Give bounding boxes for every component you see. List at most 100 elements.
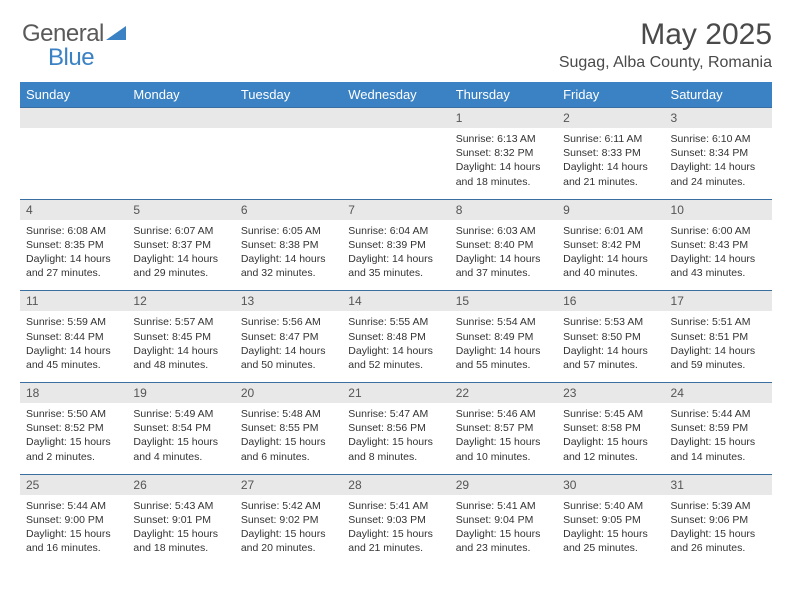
day-number-cell: 22 [450, 383, 557, 404]
daylight-text: Daylight: 14 hours and 45 minutes. [26, 344, 121, 372]
daylight-text: Daylight: 15 hours and 26 minutes. [671, 527, 766, 555]
sunset-text: Sunset: 8:34 PM [671, 146, 766, 160]
sunset-text: Sunset: 8:45 PM [133, 330, 228, 344]
sunrise-text: Sunrise: 6:05 AM [241, 224, 336, 238]
daylight-text: Daylight: 15 hours and 21 minutes. [348, 527, 443, 555]
day-info-cell: Sunrise: 5:59 AMSunset: 8:44 PMDaylight:… [20, 311, 127, 382]
sunset-text: Sunset: 8:57 PM [456, 421, 551, 435]
sunset-text: Sunset: 8:37 PM [133, 238, 228, 252]
sunrise-text: Sunrise: 6:04 AM [348, 224, 443, 238]
day-number-cell: 18 [20, 383, 127, 404]
day-number-cell: 14 [342, 291, 449, 312]
day-number-cell: 28 [342, 474, 449, 495]
day-number-cell [127, 108, 234, 129]
sunset-text: Sunset: 9:00 PM [26, 513, 121, 527]
day-info-cell: Sunrise: 6:04 AMSunset: 8:39 PMDaylight:… [342, 220, 449, 291]
sunrise-text: Sunrise: 5:57 AM [133, 315, 228, 329]
day-info-cell: Sunrise: 6:07 AMSunset: 8:37 PMDaylight:… [127, 220, 234, 291]
daylight-text: Daylight: 15 hours and 14 minutes. [671, 435, 766, 463]
day-number-row: 25262728293031 [20, 474, 772, 495]
daylight-text: Daylight: 15 hours and 23 minutes. [456, 527, 551, 555]
daylight-text: Daylight: 15 hours and 10 minutes. [456, 435, 551, 463]
day-number-row: 11121314151617 [20, 291, 772, 312]
sunrise-text: Sunrise: 5:55 AM [348, 315, 443, 329]
day-info-cell: Sunrise: 5:48 AMSunset: 8:55 PMDaylight:… [235, 403, 342, 474]
day-info-cell: Sunrise: 5:42 AMSunset: 9:02 PMDaylight:… [235, 495, 342, 566]
sunrise-text: Sunrise: 5:59 AM [26, 315, 121, 329]
sunset-text: Sunset: 8:39 PM [348, 238, 443, 252]
day-info-cell: Sunrise: 6:08 AMSunset: 8:35 PMDaylight:… [20, 220, 127, 291]
location: Sugag, Alba County, Romania [20, 54, 772, 72]
day-number-row: 45678910 [20, 199, 772, 220]
weekday-header: Wednesday [342, 82, 449, 108]
daylight-text: Daylight: 14 hours and 37 minutes. [456, 252, 551, 280]
sunrise-text: Sunrise: 6:03 AM [456, 224, 551, 238]
sunset-text: Sunset: 8:38 PM [241, 238, 336, 252]
daylight-text: Daylight: 14 hours and 35 minutes. [348, 252, 443, 280]
sunrise-text: Sunrise: 5:51 AM [671, 315, 766, 329]
sunrise-text: Sunrise: 5:40 AM [563, 499, 658, 513]
sunset-text: Sunset: 8:35 PM [26, 238, 121, 252]
day-number-cell [20, 108, 127, 129]
sunrise-text: Sunrise: 5:39 AM [671, 499, 766, 513]
daylight-text: Daylight: 14 hours and 52 minutes. [348, 344, 443, 372]
daylight-text: Daylight: 15 hours and 12 minutes. [563, 435, 658, 463]
day-number-row: 18192021222324 [20, 383, 772, 404]
daylight-text: Daylight: 14 hours and 50 minutes. [241, 344, 336, 372]
day-number-row: 123 [20, 108, 772, 129]
weekday-header: Friday [557, 82, 664, 108]
sunset-text: Sunset: 8:59 PM [671, 421, 766, 435]
sunset-text: Sunset: 9:06 PM [671, 513, 766, 527]
day-number-cell [235, 108, 342, 129]
day-info-cell: Sunrise: 5:46 AMSunset: 8:57 PMDaylight:… [450, 403, 557, 474]
sunset-text: Sunset: 8:49 PM [456, 330, 551, 344]
day-info-row: Sunrise: 6:13 AMSunset: 8:32 PMDaylight:… [20, 128, 772, 199]
daylight-text: Daylight: 15 hours and 16 minutes. [26, 527, 121, 555]
daylight-text: Daylight: 15 hours and 2 minutes. [26, 435, 121, 463]
day-number-cell: 27 [235, 474, 342, 495]
day-number-cell: 25 [20, 474, 127, 495]
sunset-text: Sunset: 8:58 PM [563, 421, 658, 435]
logo-text-2: Blue [48, 44, 94, 71]
sunrise-text: Sunrise: 5:49 AM [133, 407, 228, 421]
weekday-header: Sunday [20, 82, 127, 108]
sunset-text: Sunset: 8:52 PM [26, 421, 121, 435]
sunrise-text: Sunrise: 6:01 AM [563, 224, 658, 238]
day-info-row: Sunrise: 5:50 AMSunset: 8:52 PMDaylight:… [20, 403, 772, 474]
day-info-cell: Sunrise: 5:44 AMSunset: 9:00 PMDaylight:… [20, 495, 127, 566]
daylight-text: Daylight: 14 hours and 32 minutes. [241, 252, 336, 280]
day-info-cell: Sunrise: 6:13 AMSunset: 8:32 PMDaylight:… [450, 128, 557, 199]
day-info-cell: Sunrise: 5:39 AMSunset: 9:06 PMDaylight:… [665, 495, 772, 566]
sunset-text: Sunset: 9:05 PM [563, 513, 658, 527]
day-number-cell: 5 [127, 199, 234, 220]
day-number-cell: 12 [127, 291, 234, 312]
sunrise-text: Sunrise: 5:48 AM [241, 407, 336, 421]
sunrise-text: Sunrise: 6:08 AM [26, 224, 121, 238]
sunset-text: Sunset: 9:01 PM [133, 513, 228, 527]
header: May 2025 Sugag, Alba County, Romania [20, 18, 772, 72]
sunrise-text: Sunrise: 5:41 AM [348, 499, 443, 513]
sunset-text: Sunset: 8:42 PM [563, 238, 658, 252]
sunrise-text: Sunrise: 5:44 AM [671, 407, 766, 421]
day-info-cell: Sunrise: 5:50 AMSunset: 8:52 PMDaylight:… [20, 403, 127, 474]
day-number-cell: 9 [557, 199, 664, 220]
sunrise-text: Sunrise: 5:50 AM [26, 407, 121, 421]
calendar-table: Sunday Monday Tuesday Wednesday Thursday… [20, 82, 772, 565]
daylight-text: Daylight: 15 hours and 25 minutes. [563, 527, 658, 555]
sunrise-text: Sunrise: 5:41 AM [456, 499, 551, 513]
sunrise-text: Sunrise: 6:11 AM [563, 132, 658, 146]
weekday-header: Thursday [450, 82, 557, 108]
sunrise-text: Sunrise: 5:45 AM [563, 407, 658, 421]
day-info-row: Sunrise: 5:59 AMSunset: 8:44 PMDaylight:… [20, 311, 772, 382]
sunrise-text: Sunrise: 5:47 AM [348, 407, 443, 421]
sunset-text: Sunset: 8:44 PM [26, 330, 121, 344]
day-number-cell: 4 [20, 199, 127, 220]
day-info-cell: Sunrise: 6:05 AMSunset: 8:38 PMDaylight:… [235, 220, 342, 291]
month-title: May 2025 [20, 18, 772, 52]
sunrise-text: Sunrise: 5:46 AM [456, 407, 551, 421]
day-number-cell: 24 [665, 383, 772, 404]
daylight-text: Daylight: 15 hours and 8 minutes. [348, 435, 443, 463]
day-info-cell: Sunrise: 5:53 AMSunset: 8:50 PMDaylight:… [557, 311, 664, 382]
day-info-cell: Sunrise: 6:00 AMSunset: 8:43 PMDaylight:… [665, 220, 772, 291]
day-info-cell: Sunrise: 5:56 AMSunset: 8:47 PMDaylight:… [235, 311, 342, 382]
